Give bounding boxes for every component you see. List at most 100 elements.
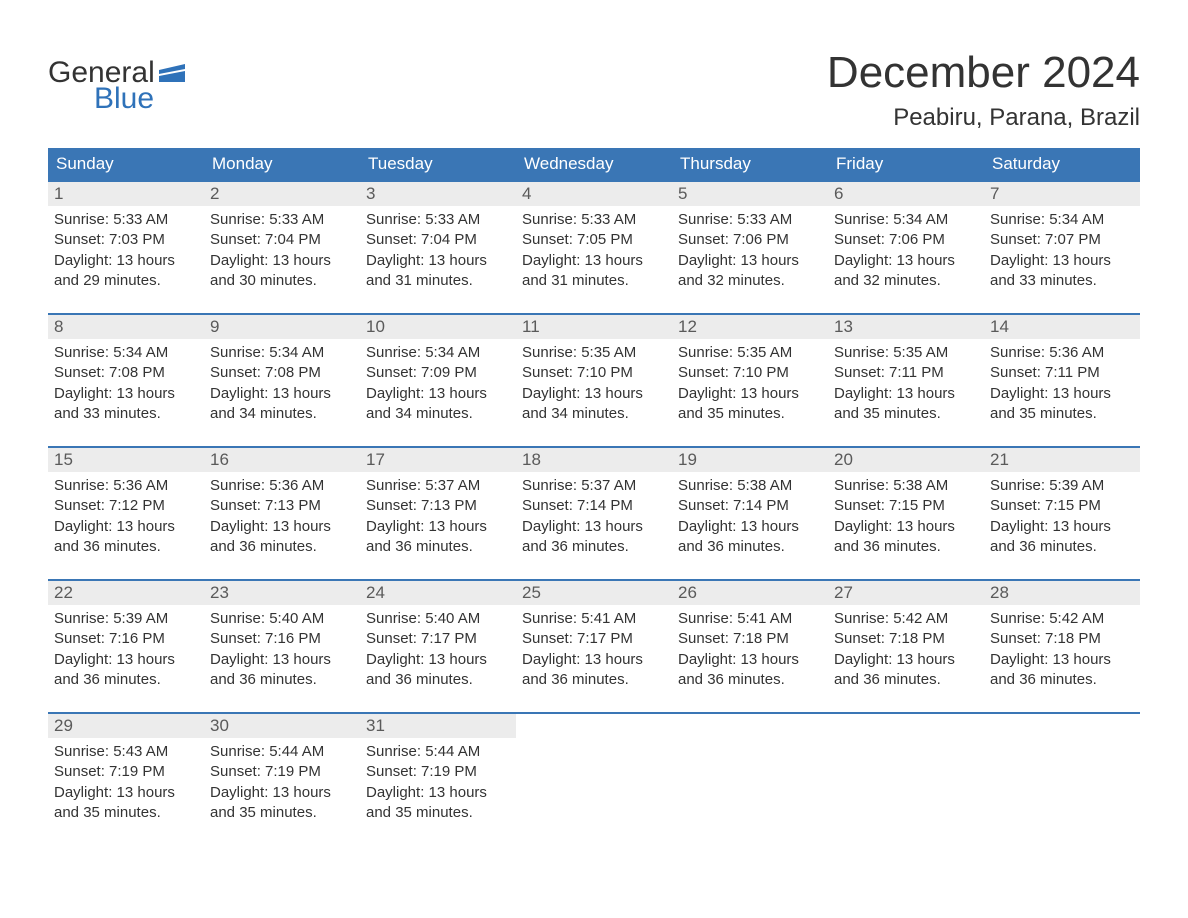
day-body: Sunrise: 5:36 AMSunset: 7:13 PMDaylight:…	[204, 472, 360, 565]
day-body	[516, 718, 672, 730]
day-cell: 13Sunrise: 5:35 AMSunset: 7:11 PMDayligh…	[828, 315, 984, 432]
week-row: 1Sunrise: 5:33 AMSunset: 7:03 PMDaylight…	[48, 180, 1140, 299]
weekday-header: Wednesday	[516, 148, 672, 180]
day-number: 23	[204, 581, 360, 605]
sunrise-text: Sunrise: 5:35 AM	[678, 343, 822, 363]
day-cell: 5Sunrise: 5:33 AMSunset: 7:06 PMDaylight…	[672, 182, 828, 299]
day-cell	[828, 714, 984, 831]
sunrise-text: Sunrise: 5:36 AM	[210, 476, 354, 496]
day-body: Sunrise: 5:35 AMSunset: 7:10 PMDaylight:…	[516, 339, 672, 432]
sunrise-text: Sunrise: 5:34 AM	[54, 343, 198, 363]
day-number: 5	[672, 182, 828, 206]
daylight-line1: Daylight: 13 hours	[54, 517, 198, 537]
sunset-text: Sunset: 7:10 PM	[522, 363, 666, 383]
sunrise-text: Sunrise: 5:42 AM	[834, 609, 978, 629]
day-body: Sunrise: 5:34 AMSunset: 7:08 PMDaylight:…	[48, 339, 204, 432]
month-title: December 2024	[827, 48, 1140, 98]
sunrise-text: Sunrise: 5:36 AM	[990, 343, 1134, 363]
daylight-line2: and 31 minutes.	[522, 271, 666, 291]
daylight-line1: Daylight: 13 hours	[834, 251, 978, 271]
sunset-text: Sunset: 7:15 PM	[834, 496, 978, 516]
weekday-header: Tuesday	[360, 148, 516, 180]
daylight-line1: Daylight: 13 hours	[210, 384, 354, 404]
day-body: Sunrise: 5:38 AMSunset: 7:14 PMDaylight:…	[672, 472, 828, 565]
sunrise-text: Sunrise: 5:44 AM	[366, 742, 510, 762]
daylight-line1: Daylight: 13 hours	[678, 517, 822, 537]
day-body: Sunrise: 5:40 AMSunset: 7:17 PMDaylight:…	[360, 605, 516, 698]
sunrise-text: Sunrise: 5:34 AM	[210, 343, 354, 363]
day-body: Sunrise: 5:33 AMSunset: 7:03 PMDaylight:…	[48, 206, 204, 299]
sunset-text: Sunset: 7:12 PM	[54, 496, 198, 516]
sunset-text: Sunset: 7:08 PM	[54, 363, 198, 383]
sunrise-text: Sunrise: 5:43 AM	[54, 742, 198, 762]
sunrise-text: Sunrise: 5:34 AM	[834, 210, 978, 230]
sunset-text: Sunset: 7:13 PM	[366, 496, 510, 516]
day-number: 26	[672, 581, 828, 605]
daylight-line2: and 31 minutes.	[366, 271, 510, 291]
day-body: Sunrise: 5:42 AMSunset: 7:18 PMDaylight:…	[828, 605, 984, 698]
daylight-line2: and 35 minutes.	[678, 404, 822, 424]
day-number: 14	[984, 315, 1140, 339]
sunset-text: Sunset: 7:03 PM	[54, 230, 198, 250]
day-cell: 15Sunrise: 5:36 AMSunset: 7:12 PMDayligh…	[48, 448, 204, 565]
daylight-line1: Daylight: 13 hours	[522, 384, 666, 404]
day-number: 10	[360, 315, 516, 339]
daylight-line2: and 36 minutes.	[522, 670, 666, 690]
day-number: 1	[48, 182, 204, 206]
week-row: 29Sunrise: 5:43 AMSunset: 7:19 PMDayligh…	[48, 712, 1140, 831]
day-body: Sunrise: 5:42 AMSunset: 7:18 PMDaylight:…	[984, 605, 1140, 698]
daylight-line1: Daylight: 13 hours	[678, 384, 822, 404]
daylight-line1: Daylight: 13 hours	[54, 783, 198, 803]
sunset-text: Sunset: 7:18 PM	[834, 629, 978, 649]
day-cell: 7Sunrise: 5:34 AMSunset: 7:07 PMDaylight…	[984, 182, 1140, 299]
day-cell	[984, 714, 1140, 831]
day-number: 24	[360, 581, 516, 605]
day-cell: 18Sunrise: 5:37 AMSunset: 7:14 PMDayligh…	[516, 448, 672, 565]
day-cell: 11Sunrise: 5:35 AMSunset: 7:10 PMDayligh…	[516, 315, 672, 432]
sunrise-text: Sunrise: 5:33 AM	[678, 210, 822, 230]
sunset-text: Sunset: 7:10 PM	[678, 363, 822, 383]
sunrise-text: Sunrise: 5:35 AM	[834, 343, 978, 363]
sunset-text: Sunset: 7:16 PM	[210, 629, 354, 649]
day-number: 18	[516, 448, 672, 472]
sunrise-text: Sunrise: 5:38 AM	[834, 476, 978, 496]
sunset-text: Sunset: 7:17 PM	[522, 629, 666, 649]
sunset-text: Sunset: 7:17 PM	[366, 629, 510, 649]
day-cell: 29Sunrise: 5:43 AMSunset: 7:19 PMDayligh…	[48, 714, 204, 831]
title-block: December 2024 Peabiru, Parana, Brazil	[827, 30, 1140, 136]
day-number: 29	[48, 714, 204, 738]
day-body: Sunrise: 5:36 AMSunset: 7:11 PMDaylight:…	[984, 339, 1140, 432]
daylight-line1: Daylight: 13 hours	[210, 251, 354, 271]
sunset-text: Sunset: 7:14 PM	[522, 496, 666, 516]
day-body: Sunrise: 5:38 AMSunset: 7:15 PMDaylight:…	[828, 472, 984, 565]
daylight-line2: and 36 minutes.	[834, 537, 978, 557]
day-body: Sunrise: 5:34 AMSunset: 7:06 PMDaylight:…	[828, 206, 984, 299]
daylight-line2: and 36 minutes.	[54, 537, 198, 557]
daylight-line1: Daylight: 13 hours	[54, 650, 198, 670]
day-body: Sunrise: 5:33 AMSunset: 7:04 PMDaylight:…	[204, 206, 360, 299]
day-number: 30	[204, 714, 360, 738]
daylight-line2: and 35 minutes.	[366, 803, 510, 823]
daylight-line2: and 34 minutes.	[366, 404, 510, 424]
weekday-header: Sunday	[48, 148, 204, 180]
daylight-line1: Daylight: 13 hours	[54, 251, 198, 271]
day-number: 6	[828, 182, 984, 206]
daylight-line2: and 33 minutes.	[990, 271, 1134, 291]
daylight-line1: Daylight: 13 hours	[834, 384, 978, 404]
daylight-line1: Daylight: 13 hours	[366, 384, 510, 404]
daylight-line1: Daylight: 13 hours	[366, 517, 510, 537]
sunrise-text: Sunrise: 5:41 AM	[678, 609, 822, 629]
daylight-line2: and 36 minutes.	[678, 670, 822, 690]
daylight-line2: and 35 minutes.	[210, 803, 354, 823]
daylight-line1: Daylight: 13 hours	[522, 517, 666, 537]
daylight-line2: and 34 minutes.	[210, 404, 354, 424]
sunrise-text: Sunrise: 5:41 AM	[522, 609, 666, 629]
daylight-line1: Daylight: 13 hours	[834, 517, 978, 537]
day-number: 16	[204, 448, 360, 472]
day-cell: 4Sunrise: 5:33 AMSunset: 7:05 PMDaylight…	[516, 182, 672, 299]
daylight-line1: Daylight: 13 hours	[366, 650, 510, 670]
day-body: Sunrise: 5:37 AMSunset: 7:13 PMDaylight:…	[360, 472, 516, 565]
sunrise-text: Sunrise: 5:33 AM	[210, 210, 354, 230]
daylight-line1: Daylight: 13 hours	[210, 650, 354, 670]
weekday-header: Friday	[828, 148, 984, 180]
